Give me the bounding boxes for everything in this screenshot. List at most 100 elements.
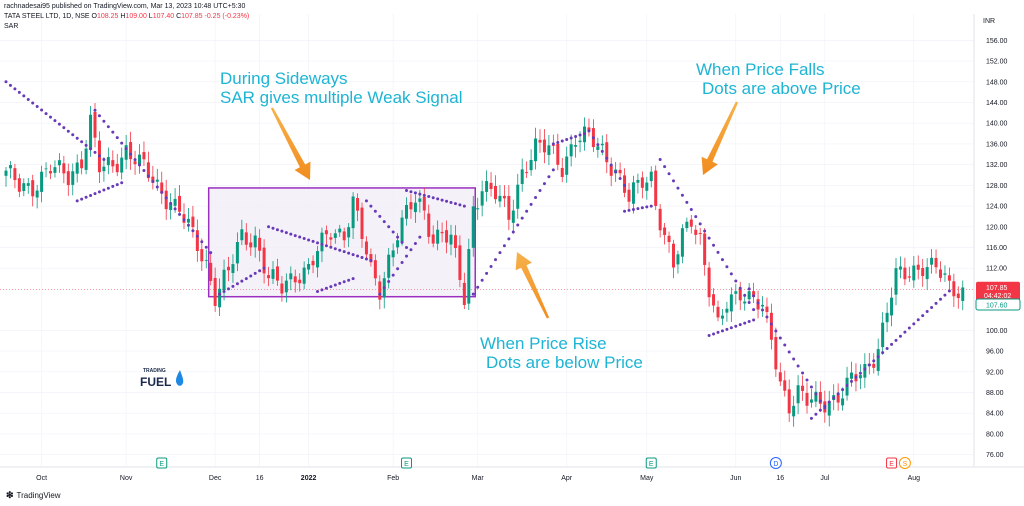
sar-dot <box>645 205 649 209</box>
sar-dot <box>605 156 609 160</box>
sar-dot <box>431 196 435 200</box>
candle <box>431 234 435 244</box>
sar-dot <box>872 359 876 363</box>
candle <box>636 179 640 183</box>
sar-dot <box>814 412 818 416</box>
annotation-line: When Price Rise <box>480 334 607 353</box>
y-tick-label: 76.00 <box>986 452 1004 459</box>
sar-dot <box>574 135 578 139</box>
candle <box>413 202 417 213</box>
sar-dot <box>258 269 262 273</box>
sar-dot <box>649 204 653 208</box>
sar-dot <box>329 285 333 289</box>
candle <box>120 157 124 173</box>
sar-dot <box>155 185 159 189</box>
candle <box>129 142 133 160</box>
sar-dot <box>494 258 497 262</box>
x-tick-label: Nov <box>120 475 133 482</box>
annotation-falls: When Price Falls Dots are above Price <box>696 60 861 98</box>
ohlc-low-label: L <box>148 13 153 20</box>
sar-dot <box>752 308 756 312</box>
sar-dot <box>200 240 204 244</box>
candle <box>836 394 840 403</box>
annotation-line: Dots are above Price <box>702 79 861 98</box>
sar-dot <box>712 332 716 336</box>
candle <box>752 291 756 297</box>
sar-dot <box>738 286 742 290</box>
sar-dot <box>418 192 422 196</box>
candle <box>115 163 119 173</box>
sar-dot <box>587 129 591 133</box>
last-price-badge <box>976 281 1020 301</box>
sar-dot <box>449 200 453 204</box>
event-label: S <box>903 461 908 468</box>
candle <box>858 375 862 379</box>
candle <box>881 322 885 348</box>
candle <box>262 247 266 274</box>
candle <box>778 372 782 382</box>
candle <box>743 301 747 304</box>
candle <box>498 195 502 202</box>
sar-dot <box>720 329 724 333</box>
candle <box>672 243 675 268</box>
sar-dot <box>422 193 426 197</box>
sar-dot <box>569 136 573 140</box>
sar-dot <box>502 244 506 248</box>
sar-dot <box>8 83 12 87</box>
indicator-label[interactable]: SAR <box>4 23 19 30</box>
candle <box>818 391 822 404</box>
candle <box>507 196 511 220</box>
candle <box>956 293 960 299</box>
sar-dot <box>698 222 702 226</box>
sar-dot <box>369 258 373 262</box>
candle <box>694 229 698 235</box>
sar-dot <box>881 351 885 355</box>
sar-dot <box>356 254 360 258</box>
candle <box>22 183 26 192</box>
annotation-line: Dots are below Price <box>486 353 643 372</box>
x-tick-label: 16 <box>776 475 784 482</box>
candle <box>476 208 480 210</box>
arrow-sideways <box>270 107 311 180</box>
sar-dot <box>823 404 827 408</box>
sar-dot <box>854 375 858 379</box>
candle <box>627 189 631 202</box>
sar-dot <box>511 230 515 234</box>
candle <box>26 183 30 186</box>
event-earnings-icon <box>156 457 168 469</box>
sar-dot <box>405 254 408 258</box>
candle <box>191 216 195 228</box>
sar-dot <box>106 125 110 129</box>
sar-dot <box>75 136 79 140</box>
candle <box>569 144 573 157</box>
sar-dot <box>667 172 671 176</box>
candle <box>654 170 658 206</box>
sar-dot <box>663 165 667 169</box>
candle <box>903 267 907 280</box>
sar-dot <box>930 305 934 309</box>
sar-dot <box>818 399 822 403</box>
sar-dot <box>520 216 524 220</box>
symbol-name[interactable]: TATA STEEL LTD, 1D, NSE <box>4 13 90 20</box>
candle <box>289 273 293 280</box>
y-tick-label: 96.00 <box>986 349 1004 356</box>
annotation-line: SAR gives multiple Weak Signal <box>220 88 463 107</box>
candle <box>102 166 106 172</box>
candle <box>222 269 226 290</box>
sar-dot <box>921 314 925 318</box>
sar-dot <box>316 290 319 294</box>
sar-dot <box>405 246 408 249</box>
sar-dot <box>462 204 466 208</box>
sar-dot <box>338 248 342 252</box>
sar-dot <box>480 278 484 282</box>
ohlc-open-label: O <box>91 13 97 20</box>
sar-dot <box>827 400 831 404</box>
sar-dot <box>551 168 555 172</box>
sar-dot <box>471 292 475 296</box>
sar-dot <box>111 184 115 188</box>
sar-dot <box>453 202 457 206</box>
sar-dot <box>596 143 600 147</box>
sar-dot <box>151 179 155 183</box>
tradingview-logo[interactable]: ❇ TradingView <box>6 490 61 501</box>
